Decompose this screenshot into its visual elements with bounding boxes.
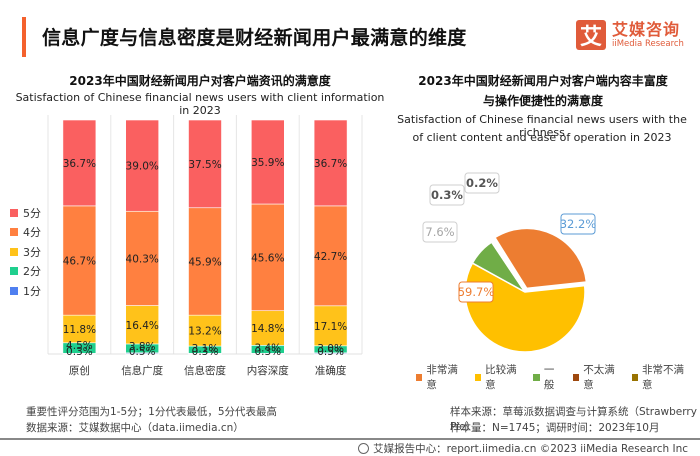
legend-item: 3分 <box>10 242 41 262</box>
legend-swatch <box>10 228 18 237</box>
data-label: 17.1% <box>314 321 347 333</box>
legend-item: 非常满意 <box>416 362 465 392</box>
logo: 艾 艾媒咨询 iiMedia Research <box>576 20 684 50</box>
data-label: 45.9% <box>188 256 221 268</box>
bar-segment <box>251 203 285 312</box>
bar-segment <box>313 205 348 307</box>
note-score-range: 重要性评分范围为1-5分；1分代表最低，5分代表最高 <box>26 406 278 418</box>
bar-segment <box>251 310 285 346</box>
pie-label-box <box>429 184 465 206</box>
pie-label-box <box>560 213 596 235</box>
pie-data-label: 7.6% <box>425 225 454 239</box>
legend-swatch <box>416 373 423 381</box>
globe-icon <box>358 443 370 454</box>
category-label: 内容深度 <box>247 364 289 377</box>
data-label: 39.0% <box>126 161 159 173</box>
data-label: 14.8% <box>251 323 284 335</box>
legend-swatch <box>10 286 18 295</box>
data-label: 11.8% <box>63 324 96 336</box>
title-accent-bar <box>22 17 26 57</box>
page-title: 信息广度与信息密度是财经新闻用户最满意的维度 <box>42 27 467 49</box>
data-label: 0.3% <box>254 346 281 358</box>
logo-cn-text: 艾媒咨询 <box>612 19 681 39</box>
data-label: 3.4% <box>254 342 281 354</box>
pie-slice <box>493 227 588 290</box>
legend-item: 不太满意 <box>572 362 622 392</box>
data-label: 42.7% <box>314 251 347 263</box>
footer-divider <box>0 438 700 440</box>
bar-chart-subtitle: Satisfaction of Chinese financial news u… <box>15 91 385 117</box>
legend-swatch <box>10 208 18 217</box>
legend-item: 比较满意 <box>474 362 524 392</box>
legend-swatch <box>572 373 580 381</box>
bar-segment <box>313 119 348 207</box>
note-data-source: 数据来源：艾媒数据中心（data.iimedia.cn） <box>26 422 244 434</box>
pie-data-label: 0.3% <box>431 188 463 202</box>
legend-item: 2分 <box>10 262 41 282</box>
pie-data-label: 0.2% <box>466 176 498 190</box>
data-label: 3.1% <box>192 343 219 355</box>
bar-segment <box>125 119 159 212</box>
data-label: 36.7% <box>314 158 347 170</box>
legend-item: 一般 <box>533 362 562 392</box>
data-label: 0.5% <box>317 346 344 358</box>
data-label: 0.3% <box>192 346 219 358</box>
data-label: 3.8% <box>129 341 156 353</box>
bar-segment <box>62 205 97 316</box>
data-label: 46.7% <box>63 256 96 268</box>
category-label: 信息广度 <box>121 364 163 377</box>
bar-segment <box>125 210 159 306</box>
pie-label-box <box>464 172 500 194</box>
pie-label-box <box>422 221 458 243</box>
legend-swatch <box>474 373 482 381</box>
category-label: 准确度 <box>315 364 347 377</box>
legend-swatch <box>10 267 18 276</box>
bar-chart-legend: 5分 4分 3分 2分 1分 <box>10 203 41 301</box>
legend-item: 4分 <box>10 223 41 243</box>
footer: 艾媒报告中心：report.iimedia.cn ©2023 iiMedia R… <box>358 441 688 456</box>
legend-item: 非常不满意 <box>631 362 690 392</box>
logo-mark: 艾 <box>576 20 606 50</box>
bar-segment <box>62 119 97 207</box>
bar-segment <box>188 119 222 209</box>
bar-segment <box>313 305 348 347</box>
legend-swatch <box>533 373 540 381</box>
legend-item: 1分 <box>10 281 41 301</box>
pie-slice <box>491 240 526 293</box>
logo-en-text: iiMedia Research <box>612 38 684 49</box>
data-label: 0.5% <box>129 346 156 358</box>
data-label: 0.3% <box>66 346 93 358</box>
pie-chart-subtitle-line2: of client content and ease of operation … <box>412 131 672 144</box>
data-label: 3.0% <box>317 343 344 355</box>
pie-chart-subtitle-line1: Satisfaction of Chinese financial news u… <box>397 113 687 139</box>
legend-swatch <box>631 373 639 381</box>
data-label: 35.9% <box>251 157 284 169</box>
data-label: 40.3% <box>126 253 159 265</box>
data-label: 36.7% <box>63 158 96 170</box>
legend-swatch <box>10 247 18 256</box>
data-label: 45.6% <box>251 252 284 264</box>
pie-data-label: 32.2% <box>560 217 597 231</box>
data-label: 16.4% <box>126 320 159 332</box>
legend-item: 5分 <box>10 203 41 223</box>
bar-segment <box>188 314 222 347</box>
pie-chart-title-line2: 与操作便捷性的满意度 <box>482 94 603 108</box>
pie-data-label: 59.7% <box>458 285 495 299</box>
category-label: 信息密度 <box>184 364 226 377</box>
pie-chart-legend: 非常满意 比较满意 一般 不太满意 非常不满意 <box>416 362 700 392</box>
data-label: 4.5% <box>66 340 93 352</box>
data-label: 37.5% <box>188 159 221 171</box>
bar-segment <box>251 119 285 205</box>
note-sample-source: 样本来源：草莓派数据调查与计算系统（Strawberry Pie） <box>450 406 697 433</box>
data-label: 13.2% <box>188 326 221 338</box>
footer-text: 艾媒报告中心：report.iimedia.cn ©2023 iiMedia R… <box>373 443 688 455</box>
bar-chart-title: 2023年中国财经新闻用户对客户端资讯的满意度 <box>69 74 331 88</box>
pie-chart-title-line1: 2023年中国财经新闻用户对客户端内容丰富度 <box>418 74 668 88</box>
note-sample-size: 样本量：N=1745；调研时间：2023年10月 <box>450 422 660 434</box>
pie-label-box <box>458 281 494 303</box>
category-label: 原创 <box>69 364 90 377</box>
